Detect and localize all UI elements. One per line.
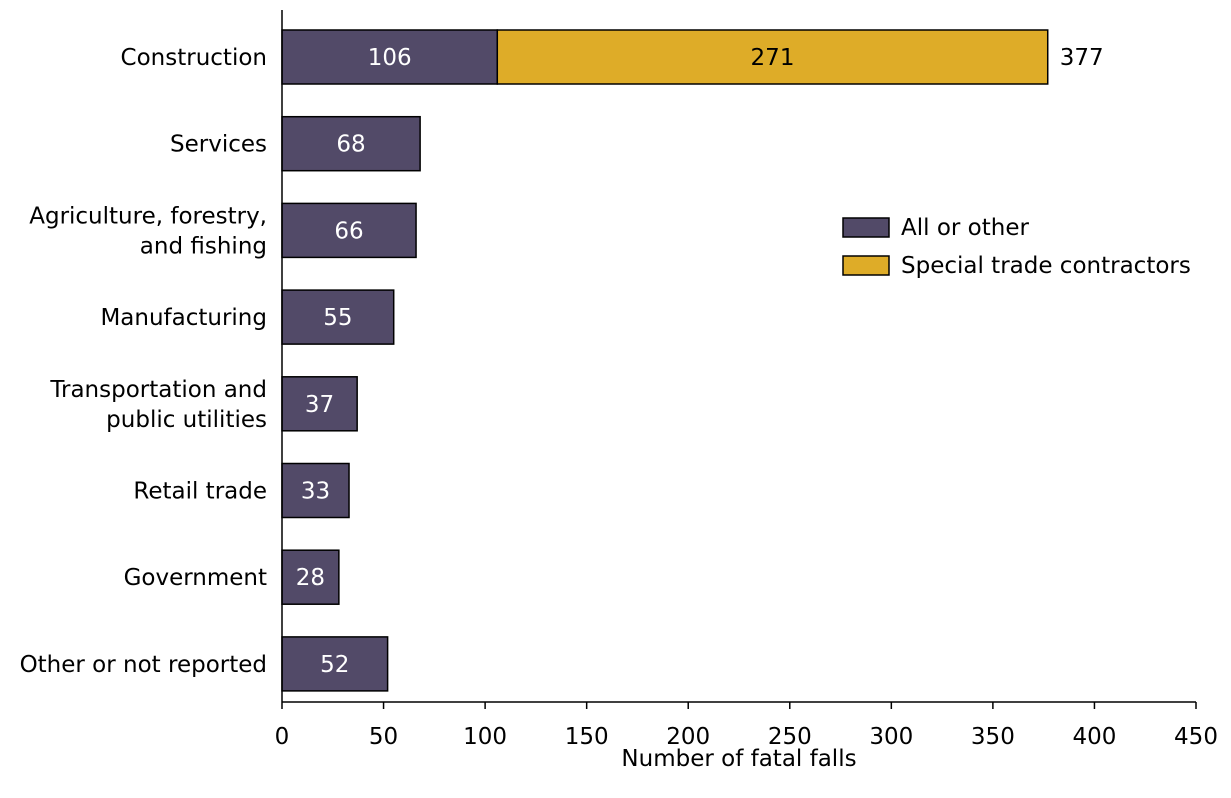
category-label-line: Services [170, 132, 267, 158]
legend-label: All or other [901, 215, 1029, 241]
x-tick-label: 350 [971, 724, 1015, 750]
bar-total-label: 377 [1060, 45, 1104, 71]
category-label-line: Government [124, 565, 267, 591]
category-label: Government [124, 565, 267, 591]
x-tick-label: 100 [463, 724, 507, 750]
bar-segment [281, 202, 417, 259]
x-tick-label: 300 [869, 724, 913, 750]
category-label: Retail trade [133, 479, 267, 505]
bar-value-label: 55 [323, 305, 352, 331]
bar-segment [281, 289, 395, 345]
category-labels: Construction Services Agriculture, forestr… [20, 45, 267, 678]
category-label: Transportation and public utilities [49, 377, 267, 433]
category-label-line: Other or not reported [20, 652, 267, 678]
x-tick-label: 50 [369, 724, 398, 750]
category-label-line: Manufacturing [100, 305, 267, 331]
x-axis-title: Number of fatal falls [621, 746, 856, 772]
x-tick-label: 250 [768, 724, 812, 750]
legend-swatch [842, 217, 890, 238]
legend: All or other Special trade contractors [842, 215, 1191, 279]
legend-label: Special trade contractors [901, 253, 1191, 279]
bar-segment [281, 462, 350, 519]
bar-segment [496, 29, 1049, 85]
x-tick-label: 0 [275, 724, 290, 750]
bar-value-label: 33 [301, 479, 330, 505]
bar-value-label: 52 [320, 652, 349, 678]
x-tick-label: 450 [1174, 724, 1218, 750]
legend-swatch [842, 255, 890, 276]
bar-value-label: 28 [296, 565, 325, 591]
bar-segment [281, 115, 421, 172]
category-label-line: Agriculture, forestry, [29, 203, 267, 229]
bar-value-label: 106 [368, 45, 412, 71]
category-label-line: Construction [121, 45, 267, 71]
category-label: Other or not reported [20, 652, 267, 678]
bar-value-label: 271 [751, 45, 795, 71]
x-tick-label: 400 [1072, 724, 1116, 750]
x-axis-ticks: 0 50 100 150 200 250 300 350 400 450 [275, 702, 1218, 750]
category-label-line: Transportation and [49, 377, 267, 403]
category-label-line: and fishing [140, 233, 267, 259]
bar-value-label: 66 [334, 218, 363, 244]
bar-value-label: 68 [336, 132, 365, 158]
axes-layer [281, 10, 1196, 703]
category-label: Manufacturing [100, 305, 267, 331]
category-label-line: public utilities [106, 407, 267, 433]
bar-value-label: 37 [305, 392, 334, 418]
category-label: Services [170, 132, 267, 158]
x-tick-label: 200 [666, 724, 710, 750]
bars-layer: 106 271 377 68 66 55 37 33 28 52 [281, 29, 1104, 692]
category-label-line: Retail trade [133, 479, 267, 505]
category-label: Agriculture, forestry, and fishing [29, 203, 267, 259]
bar-segment [281, 29, 499, 85]
x-tick-label: 150 [565, 724, 609, 750]
category-label: Construction [121, 45, 267, 71]
